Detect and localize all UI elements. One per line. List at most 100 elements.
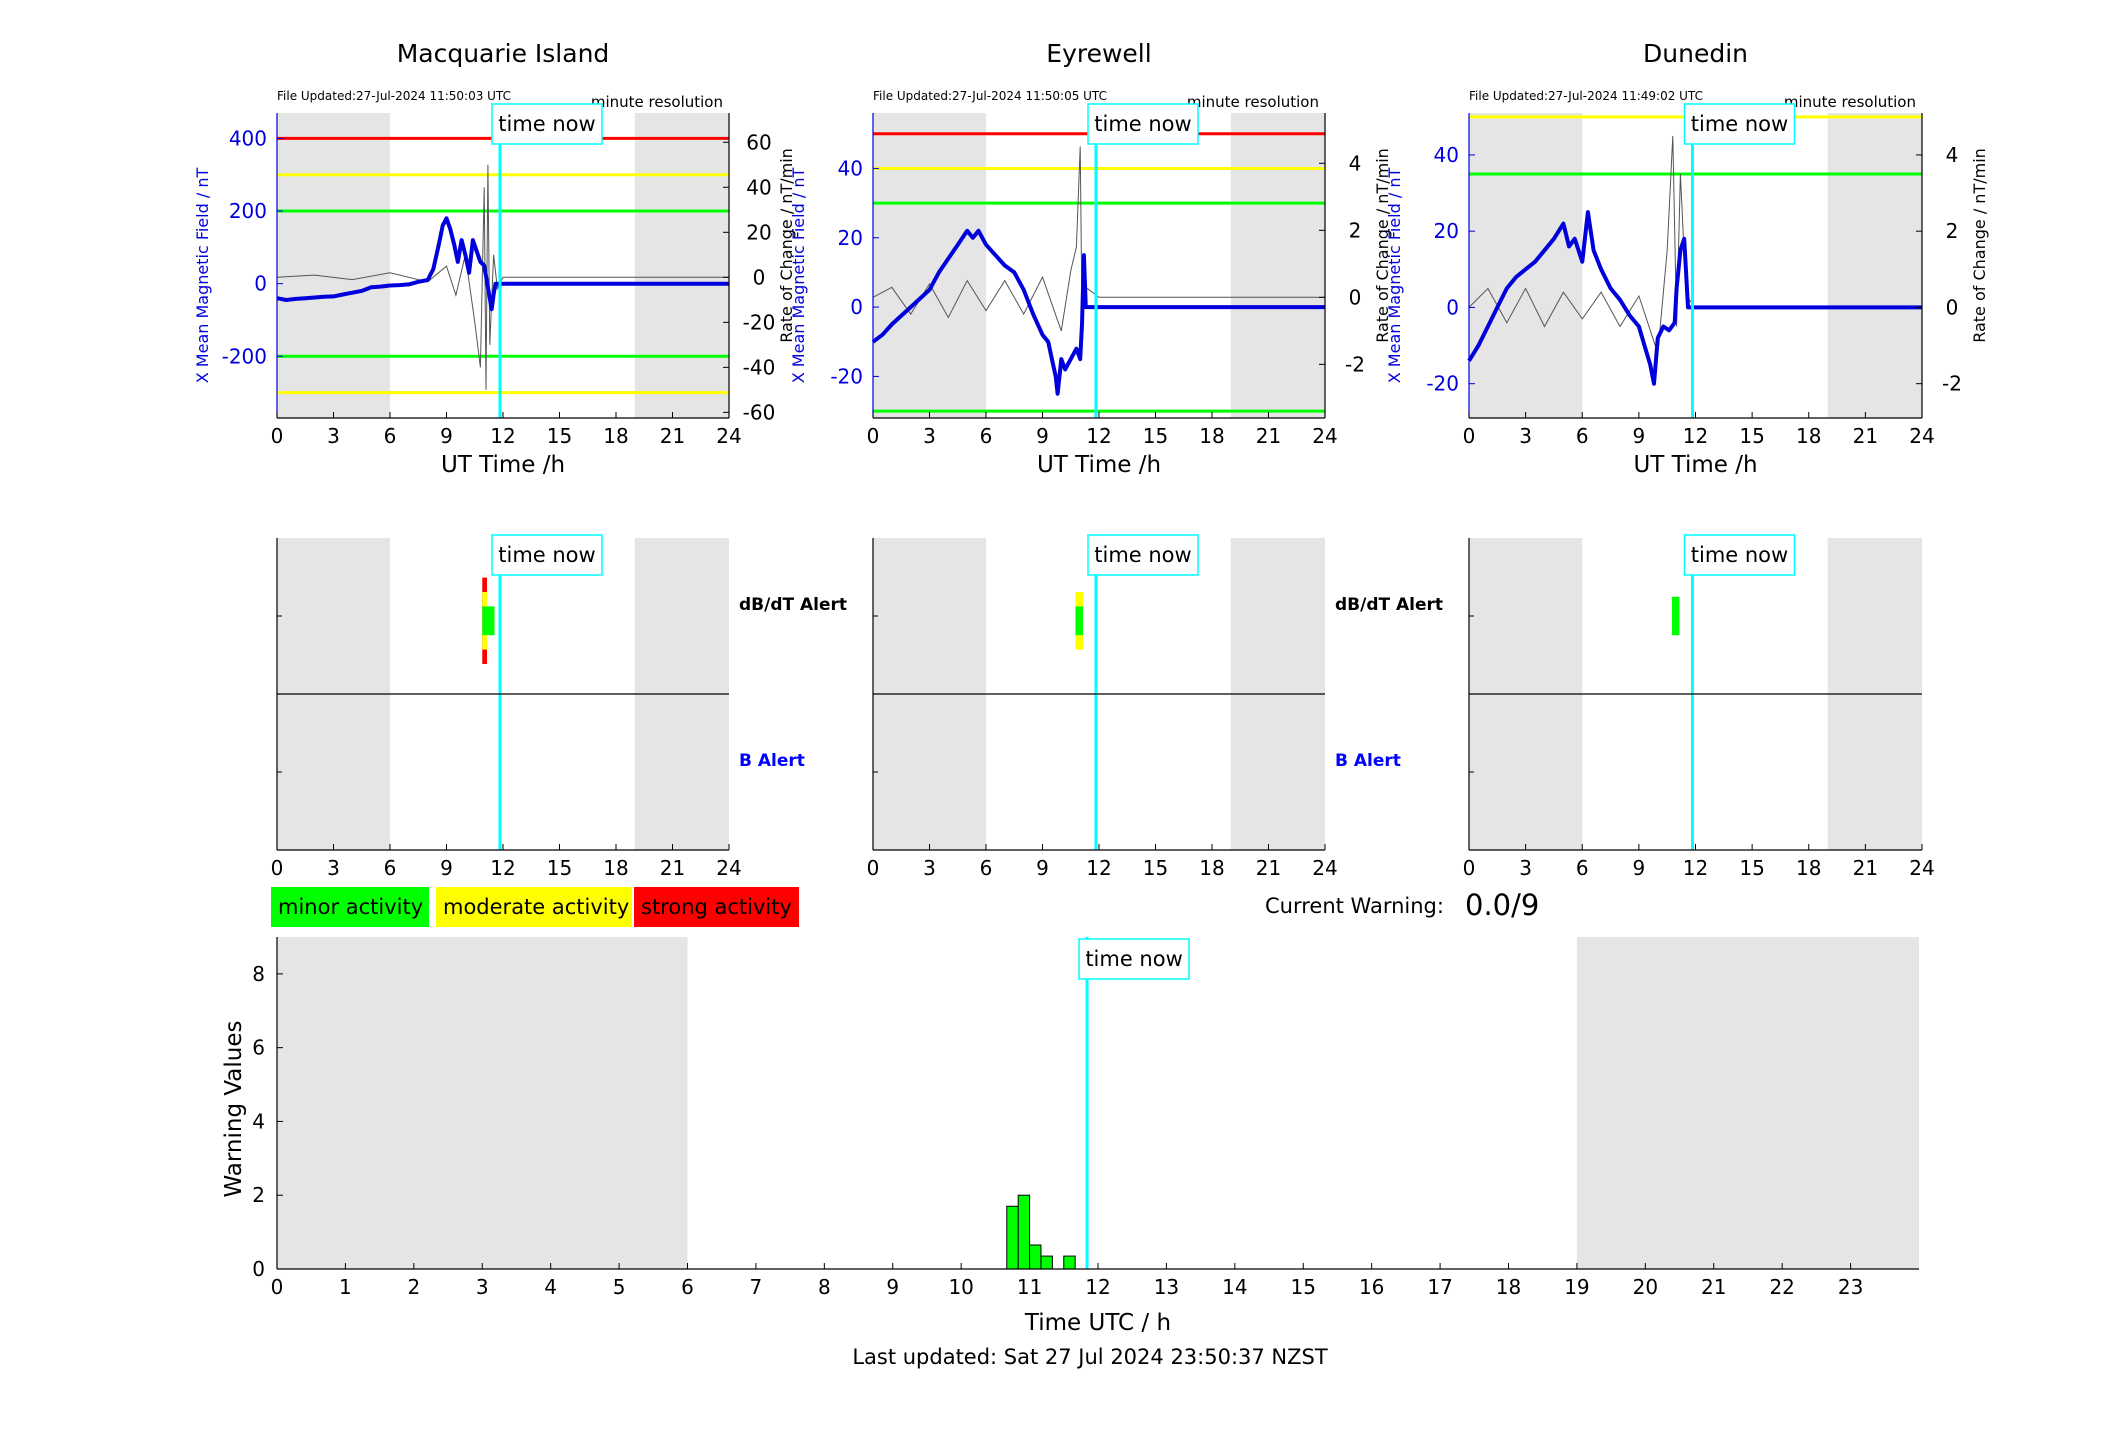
station1-alert-x-tick-label: 21 bbox=[660, 856, 685, 880]
station2-y-right-tick-label: 4 bbox=[1349, 151, 1362, 175]
station3-y-right-tick-label: 2 bbox=[1946, 219, 1959, 243]
station2-alert-x-tick-label: 24 bbox=[1312, 856, 1337, 880]
warning-bar bbox=[1063, 1255, 1076, 1270]
station2-alert-x-tick-label: 3 bbox=[923, 856, 936, 880]
warning-x-tick-label: 1 bbox=[339, 1275, 352, 1299]
station3-alert-x-tick-label: 3 bbox=[1519, 856, 1532, 880]
station2-file-updated: File Updated:27-Jul-2024 11:50:05 UTC bbox=[873, 89, 1107, 103]
warning-bar bbox=[1029, 1244, 1042, 1270]
station1-x-tick-label: 18 bbox=[603, 424, 628, 448]
station2-x-tick-label: 18 bbox=[1199, 424, 1224, 448]
station1-y-tick-label: 400 bbox=[229, 126, 267, 150]
station2-alert-x-tick-label: 15 bbox=[1143, 856, 1168, 880]
station2-y-tick-label: -20 bbox=[830, 364, 863, 388]
warning-xlabel: Time UTC / h bbox=[1024, 1310, 1171, 1336]
warning-x-tick-label: 6 bbox=[681, 1275, 694, 1299]
station2-title: Eyrewell bbox=[1046, 39, 1151, 68]
station3-magnetic-chart: Dunedin File Updated:27-Jul-2024 11:49:02… bbox=[1385, 39, 1989, 478]
station3-xlabel: UT Time /h bbox=[1633, 452, 1757, 478]
station2-x-tick-label: 24 bbox=[1312, 424, 1337, 448]
station3-alert-x-tick-label: 18 bbox=[1796, 856, 1821, 880]
legend-swatch-1 bbox=[436, 887, 632, 927]
station2-ylabel-right: Rate of Change / nT/min bbox=[1373, 148, 1392, 343]
station1-ylabel-right: Rate of Change / nT/min bbox=[777, 148, 796, 343]
station2-ylabel: X Mean Magnetic Field / nT bbox=[789, 168, 808, 384]
station1-alert-time-now-label: time now bbox=[498, 543, 595, 567]
station1-x-tick-label: 15 bbox=[547, 424, 572, 448]
station1-magnetic-chart: Macquarie Island File Updated:27-Jul-2024… bbox=[193, 39, 796, 478]
warning-bar bbox=[1006, 1205, 1019, 1270]
station2-y-right-tick-label: 0 bbox=[1349, 285, 1362, 309]
warning-x-tick-label: 2 bbox=[407, 1275, 420, 1299]
warning-x-tick-label: 21 bbox=[1701, 1275, 1726, 1299]
warning-x-tick-label: 18 bbox=[1496, 1275, 1521, 1299]
legend-swatch-0 bbox=[271, 887, 429, 927]
warning-x-tick-label: 23 bbox=[1838, 1275, 1863, 1299]
station2-dbdt-alert-label: dB/dT Alert bbox=[1335, 595, 1443, 615]
warning-x-tick-label: 7 bbox=[750, 1275, 763, 1299]
station3-y-right-tick-label: -2 bbox=[1942, 372, 1962, 396]
station2-y-tick-label: 40 bbox=[838, 156, 863, 180]
station3-time-now-box bbox=[1683, 103, 1796, 145]
station3-x-tick-label: 3 bbox=[1519, 424, 1532, 448]
station1-x-tick-label: 6 bbox=[384, 424, 397, 448]
station3-alert-x-tick-label: 12 bbox=[1683, 856, 1708, 880]
warning-y-tick-label: 2 bbox=[252, 1183, 265, 1207]
station3-alert-time-now-label: time now bbox=[1691, 543, 1788, 567]
station3-ylabel: X Mean Magnetic Field / nT bbox=[1385, 168, 1404, 384]
station3-alert-x-tick-label: 0 bbox=[1463, 856, 1476, 880]
warning-x-tick-label: 4 bbox=[544, 1275, 557, 1299]
station1-x-tick-label: 12 bbox=[490, 424, 515, 448]
station2-y-right-tick-label: -2 bbox=[1345, 352, 1365, 376]
station3-time-now-label: time now bbox=[1691, 112, 1788, 136]
station3-x-tick-label: 18 bbox=[1796, 424, 1821, 448]
warning-x-tick-label: 22 bbox=[1769, 1275, 1794, 1299]
warning-values-chart: 0 1 2 3 4 5 6 7 8 9 10 11 12 13 14 15 16 17 18 19 20 21 22 2302… bbox=[221, 937, 1919, 1336]
warning-ylabel: Warning Values bbox=[221, 1020, 247, 1197]
station1-y-right-tick-label: 60 bbox=[746, 130, 771, 154]
station2-alert-bar-green bbox=[1075, 606, 1083, 636]
warning-x-tick-label: 20 bbox=[1633, 1275, 1658, 1299]
station3-x-tick-label: 24 bbox=[1909, 424, 1934, 448]
station3-alert-time-now-box bbox=[1683, 534, 1796, 576]
station3-alert-chart: 0 3 6 9 12 15 18 21 24 bbox=[1463, 538, 1935, 880]
station2-magnetic-chart: Eyrewell File Updated:27-Jul-2024 11:50:0… bbox=[789, 39, 1392, 478]
station3-x-tick-label: 6 bbox=[1576, 424, 1589, 448]
station2-y-tick-label: 0 bbox=[850, 295, 863, 319]
station2-xlabel: UT Time /h bbox=[1037, 452, 1161, 478]
station2-x-tick-label: 12 bbox=[1086, 424, 1111, 448]
warning-x-tick-label: 19 bbox=[1564, 1275, 1589, 1299]
station1-y-right-tick-label: -60 bbox=[743, 400, 776, 424]
station2-resolution: minute resolution bbox=[1187, 93, 1319, 111]
station1-y-tick-label: 200 bbox=[229, 199, 267, 223]
station2-alert-chart: 0 3 6 9 12 15 18 21 24 dB/dT Alert B Alert bbox=[867, 538, 1443, 880]
station3-file-updated: File Updated:27-Jul-2024 11:49:02 UTC bbox=[1469, 89, 1703, 103]
warning-x-tick-label: 10 bbox=[948, 1275, 973, 1299]
station1-time-now-label: time now bbox=[498, 112, 595, 136]
station1-y-right-tick-label: -20 bbox=[743, 310, 776, 334]
station2-x-tick-label: 6 bbox=[980, 424, 993, 448]
station2-alert-x-tick-label: 12 bbox=[1086, 856, 1111, 880]
station1-x-tick-label: 0 bbox=[271, 424, 284, 448]
warning-bar bbox=[1040, 1255, 1053, 1270]
station2-alert-time-now-label: time now bbox=[1094, 543, 1191, 567]
station2-magnetic-field-line bbox=[871, 228, 1325, 396]
station1-y-right-tick-label: 40 bbox=[746, 175, 771, 199]
station3-y-tick-label: 0 bbox=[1446, 295, 1459, 319]
station1-file-updated: File Updated:27-Jul-2024 11:50:03 UTC bbox=[277, 89, 511, 103]
activity-legend: minor activity moderate activity strong ac… bbox=[271, 887, 799, 927]
station2-alert-x-tick-label: 9 bbox=[1036, 856, 1049, 880]
station3-title: Dunedin bbox=[1643, 39, 1748, 68]
station3-alert-x-tick-label: 15 bbox=[1739, 856, 1764, 880]
warning-x-tick-label: 12 bbox=[1085, 1275, 1110, 1299]
station3-x-tick-label: 9 bbox=[1633, 424, 1646, 448]
station1-shade-0 bbox=[277, 113, 390, 418]
warning-x-tick-label: 9 bbox=[886, 1275, 899, 1299]
station1-alert-time-now-box bbox=[491, 534, 603, 576]
warning-shade-1 bbox=[1576, 937, 1919, 1269]
station2-x-tick-label: 0 bbox=[867, 424, 880, 448]
station3-y-tick-label: 40 bbox=[1434, 143, 1459, 167]
warning-bar bbox=[1017, 1194, 1031, 1270]
station2-x-tick-label: 21 bbox=[1256, 424, 1281, 448]
